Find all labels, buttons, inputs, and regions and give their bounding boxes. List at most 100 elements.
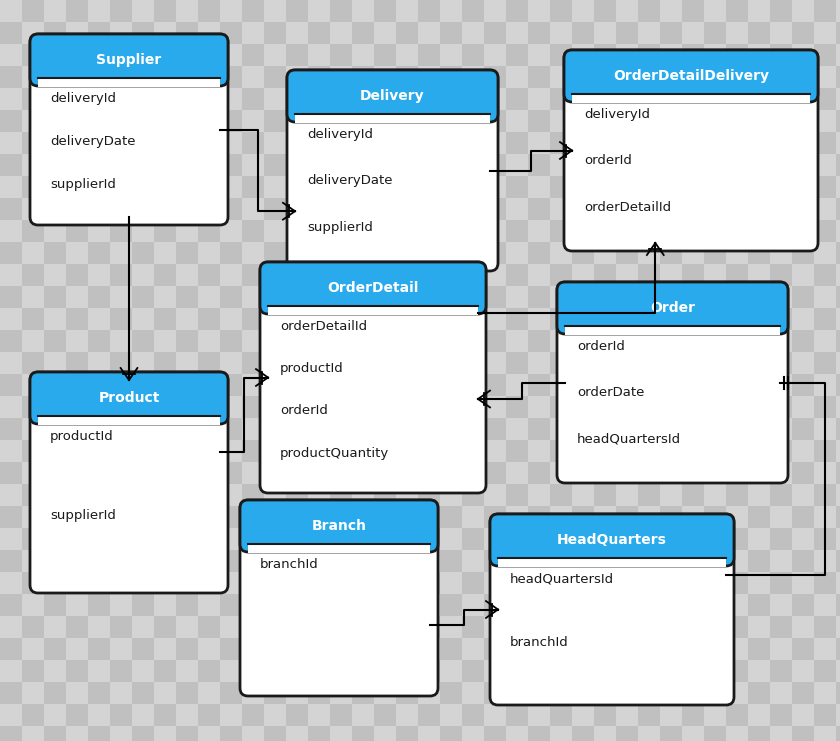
Bar xyxy=(22,198,44,220)
Bar xyxy=(528,22,550,44)
Bar xyxy=(748,572,770,594)
Bar xyxy=(242,0,264,22)
Bar xyxy=(264,594,286,616)
Bar xyxy=(154,374,176,396)
Bar xyxy=(66,220,88,242)
Bar xyxy=(770,22,792,44)
Bar xyxy=(176,0,198,22)
Text: OrderDetailDelivery: OrderDetailDelivery xyxy=(613,69,769,83)
Bar xyxy=(242,418,264,440)
Bar xyxy=(0,550,22,572)
Bar xyxy=(22,682,44,704)
Bar xyxy=(440,550,462,572)
Bar xyxy=(330,374,352,396)
Bar xyxy=(616,418,638,440)
Bar xyxy=(352,550,374,572)
Bar xyxy=(792,528,814,550)
Bar xyxy=(660,484,682,506)
Bar xyxy=(440,682,462,704)
Bar xyxy=(154,396,176,418)
Bar xyxy=(242,374,264,396)
Bar xyxy=(286,660,308,682)
Bar xyxy=(242,638,264,660)
Bar xyxy=(22,308,44,330)
Bar xyxy=(352,44,374,66)
Bar xyxy=(704,176,726,198)
Bar xyxy=(308,528,330,550)
Bar xyxy=(132,242,154,264)
Bar xyxy=(110,242,132,264)
Bar xyxy=(440,66,462,88)
Bar xyxy=(286,132,308,154)
Text: deliveryId: deliveryId xyxy=(307,128,373,141)
Bar xyxy=(295,106,490,116)
Bar xyxy=(66,462,88,484)
Bar xyxy=(66,44,88,66)
Bar xyxy=(88,418,110,440)
Bar xyxy=(792,638,814,660)
Bar xyxy=(110,704,132,726)
Bar xyxy=(550,330,572,352)
Bar xyxy=(462,704,484,726)
Bar xyxy=(22,726,44,741)
Bar xyxy=(44,726,66,741)
Bar xyxy=(814,44,836,66)
Bar xyxy=(374,88,396,110)
Bar xyxy=(418,198,440,220)
Bar xyxy=(528,572,550,594)
Bar xyxy=(704,418,726,440)
Bar xyxy=(308,44,330,66)
Bar xyxy=(836,132,840,154)
Bar xyxy=(242,132,264,154)
Bar xyxy=(132,330,154,352)
Bar xyxy=(22,572,44,594)
Bar xyxy=(726,462,748,484)
Bar xyxy=(66,572,88,594)
Bar xyxy=(638,440,660,462)
Bar xyxy=(814,220,836,242)
Bar xyxy=(528,352,550,374)
Bar xyxy=(154,22,176,44)
Text: headQuartersId: headQuartersId xyxy=(510,572,614,585)
Bar xyxy=(440,154,462,176)
Bar xyxy=(682,264,704,286)
Bar xyxy=(792,396,814,418)
Bar xyxy=(814,616,836,638)
Bar xyxy=(352,418,374,440)
Bar xyxy=(110,154,132,176)
Bar xyxy=(462,462,484,484)
Bar xyxy=(814,638,836,660)
Bar xyxy=(198,198,220,220)
Bar xyxy=(44,594,66,616)
Bar xyxy=(704,528,726,550)
Bar xyxy=(154,616,176,638)
Bar xyxy=(22,22,44,44)
Bar xyxy=(528,88,550,110)
Bar xyxy=(110,616,132,638)
Bar xyxy=(704,0,726,22)
Bar xyxy=(814,264,836,286)
Bar xyxy=(418,352,440,374)
Bar xyxy=(176,66,198,88)
Bar xyxy=(616,154,638,176)
Bar xyxy=(704,396,726,418)
Bar xyxy=(330,660,352,682)
Bar xyxy=(616,88,638,110)
Bar xyxy=(792,154,814,176)
Bar xyxy=(44,484,66,506)
Bar xyxy=(836,506,840,528)
Bar xyxy=(660,660,682,682)
Bar xyxy=(308,462,330,484)
Bar xyxy=(748,638,770,660)
Bar xyxy=(176,286,198,308)
Bar xyxy=(330,726,352,741)
Bar xyxy=(418,616,440,638)
Bar xyxy=(616,638,638,660)
Bar xyxy=(22,132,44,154)
Bar xyxy=(594,286,616,308)
Bar xyxy=(814,0,836,22)
Bar xyxy=(220,440,242,462)
Bar xyxy=(506,616,528,638)
Bar xyxy=(352,198,374,220)
Bar xyxy=(462,44,484,66)
